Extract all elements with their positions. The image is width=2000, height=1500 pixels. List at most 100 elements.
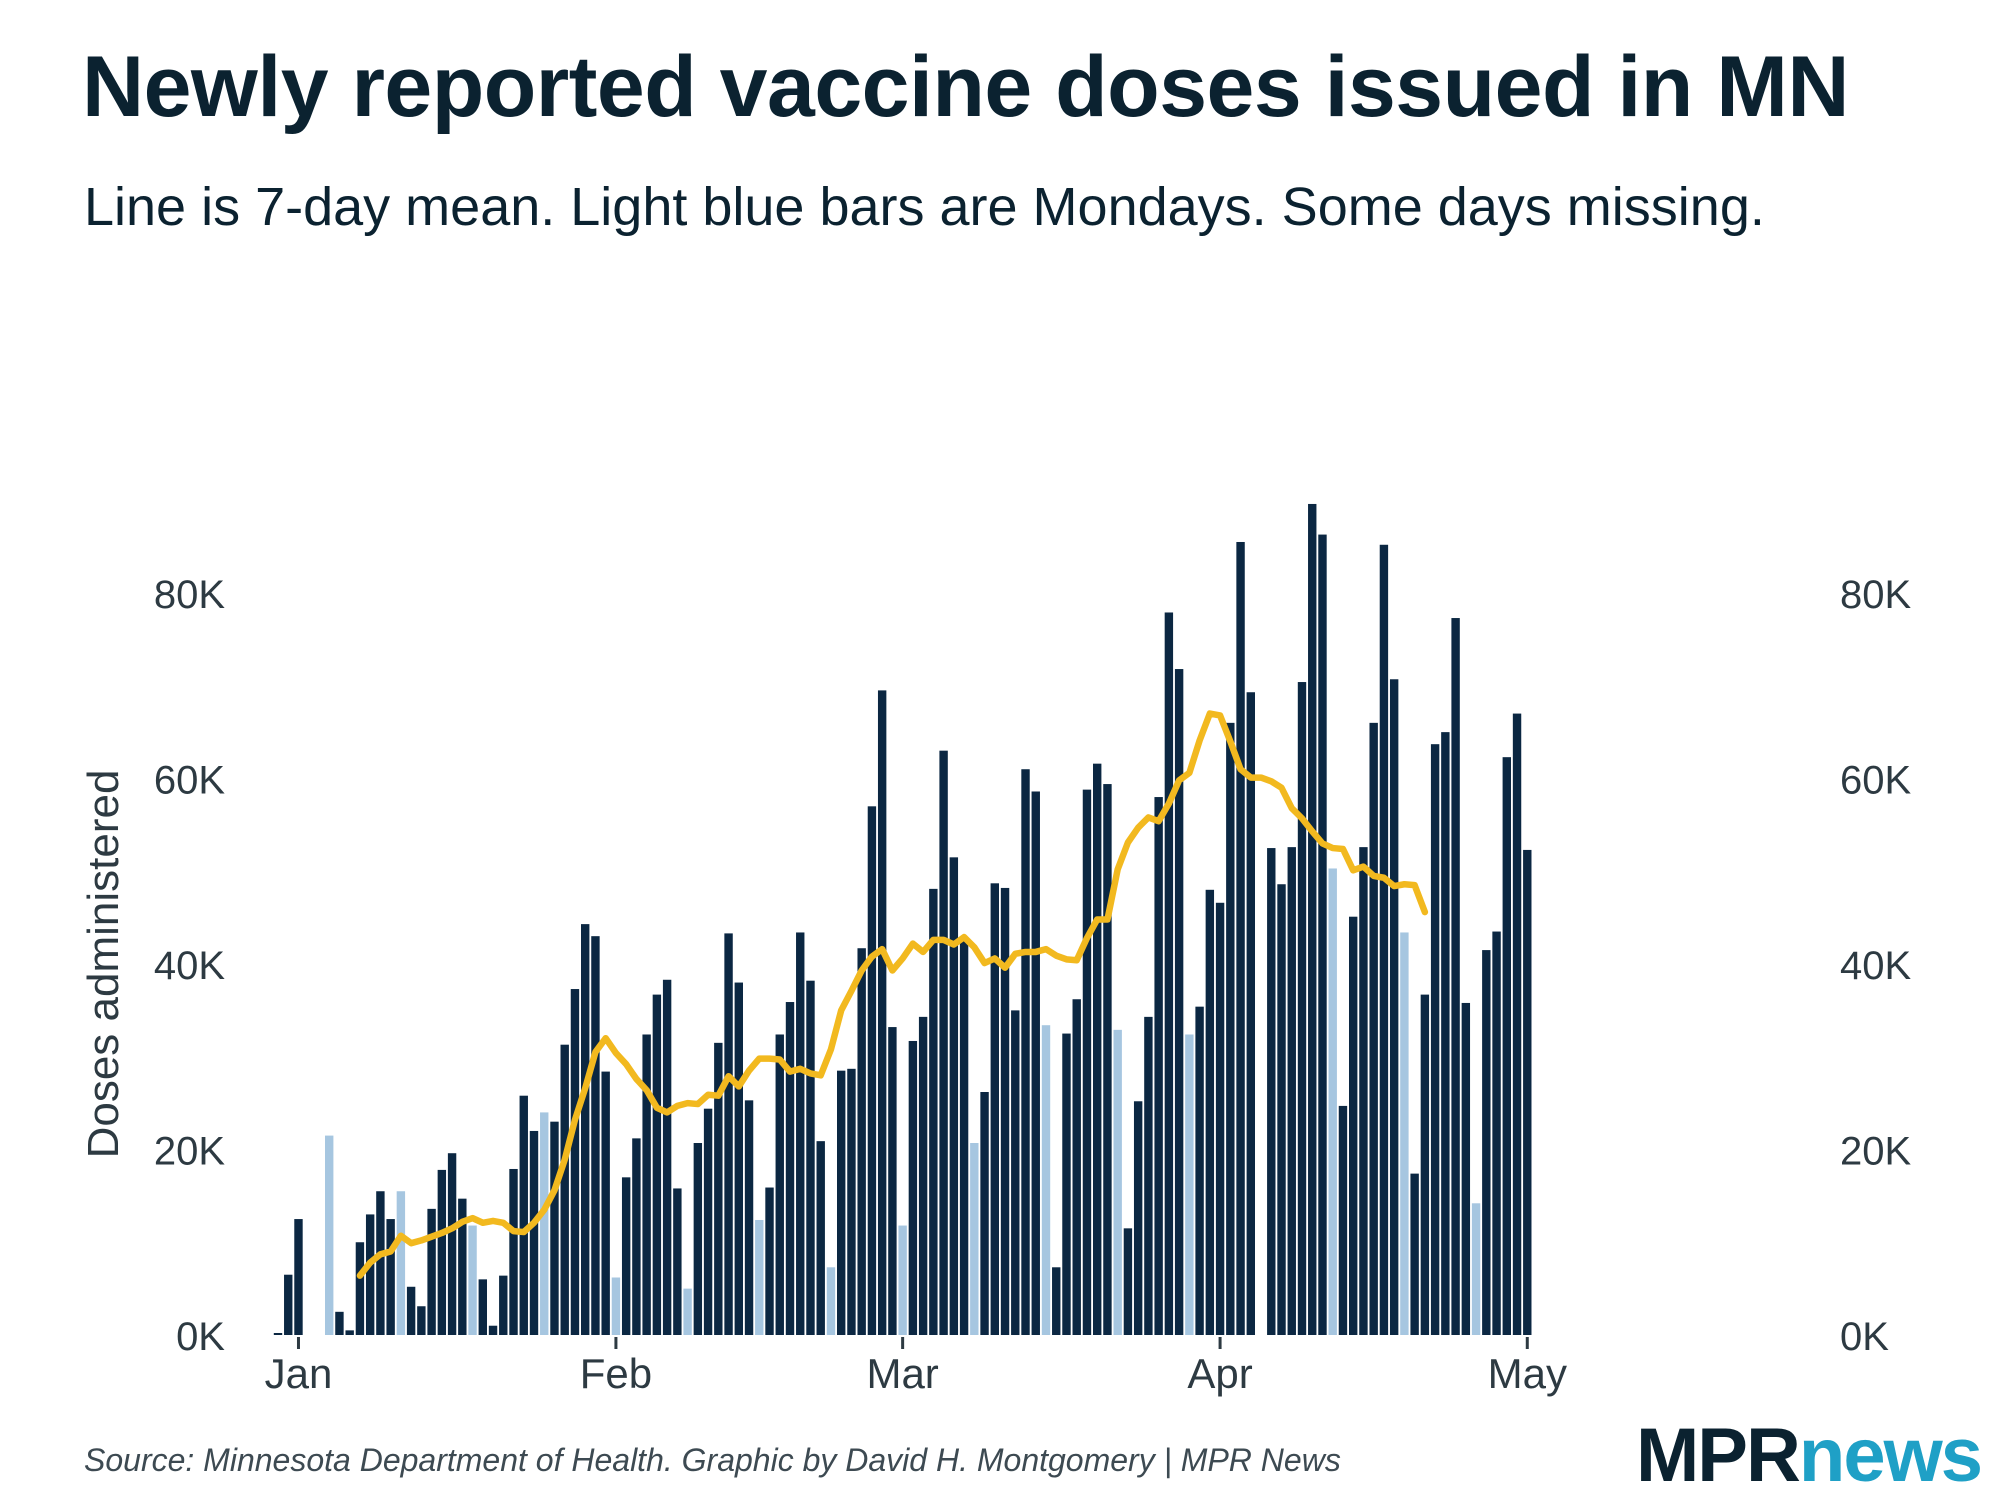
bar-day [591,936,600,1335]
bar-day [662,979,672,1335]
xtick-label: Apr [1187,1350,1252,1397]
bar-day [1205,889,1215,1335]
bar-day [406,1286,416,1335]
mean-line [356,710,1429,1279]
bar-day [1369,722,1378,1335]
ytick-left-label: 40K [154,944,225,988]
bar-day [1052,1267,1061,1335]
bar-day [1523,849,1532,1335]
bar-day [693,1143,703,1335]
xtick-label: Jan [265,1350,333,1397]
bar-day [1103,784,1112,1335]
bar-day [847,1068,856,1335]
bar-day [1277,884,1286,1335]
bar-day [1482,950,1491,1335]
bar-monday [1041,1025,1051,1335]
bar-monday [468,1225,477,1335]
bar-day [652,994,662,1335]
ytick-left-label: 60K [154,759,225,803]
bar-monday [325,1135,334,1335]
bar-day [519,1095,528,1335]
bar-day [673,1188,682,1335]
bar-day [1338,1105,1348,1335]
bar-monday [1400,932,1409,1335]
bar-day [1174,669,1184,1335]
bar-day [427,1208,436,1335]
bar-day [724,933,733,1335]
bar-day [642,1034,651,1335]
bar-monday [1185,1034,1194,1335]
bar-day [284,1274,293,1335]
bar-monday [1113,1029,1122,1335]
ytick-right-label: 0K [1840,1315,1889,1359]
chart-title: Newly reported vaccine doses issued in M… [82,39,1849,135]
bar-day [1093,763,1102,1335]
bar-day [1461,1002,1471,1335]
bar-day [980,1092,989,1335]
bar-monday [1328,868,1337,1335]
bar-day [1308,503,1317,1335]
bar-day [806,980,815,1335]
bar-monday [970,1143,979,1335]
bar-day [1451,618,1460,1335]
bar-day [458,1198,467,1335]
bar-monday [826,1267,836,1335]
bar-day [1267,848,1276,1335]
bar-day [560,1044,569,1335]
logo-news: news [1798,1413,1983,1498]
bar-day [335,1311,344,1335]
xtick-label: Feb [580,1350,652,1397]
ytick-right-label: 80K [1840,573,1911,617]
bar-day [1021,769,1030,1335]
bar-day [1389,679,1399,1335]
bar-day [601,1071,610,1335]
bar-monday [1471,1203,1481,1335]
bar-day [1512,713,1522,1335]
ytick-left-label: 20K [154,1130,225,1174]
bar-day [550,1121,559,1335]
bar-day [376,1191,385,1335]
bar-day [785,1002,795,1335]
bar-day [1441,732,1450,1336]
bar-monday [898,1225,907,1335]
logo-mpr: MPR [1636,1413,1801,1498]
bar-day [796,932,805,1335]
bar-day [621,1177,631,1336]
bar-day [1133,1101,1143,1335]
bar-day [1318,534,1327,1335]
bar-monday [683,1288,692,1336]
bar-day [775,1034,784,1335]
bar-day [294,1219,303,1335]
bar-day [1287,847,1296,1335]
bar-day [273,1333,283,1335]
bar-day [1000,887,1010,1335]
bar-day [478,1279,487,1335]
bar-day [1072,999,1081,1335]
bar-monday [396,1191,406,1335]
xtick-label: May [1488,1350,1567,1397]
bar-day [765,1187,774,1335]
bar-day [949,857,959,1335]
bar-day [929,888,938,1335]
bar-day [1420,994,1430,1335]
bar-day [1082,789,1092,1335]
xtick-label: Mar [866,1350,938,1397]
bar-day [437,1169,447,1335]
chart-subtitle: Line is 7-day mean. Light blue bars are … [84,177,1765,237]
bar-day [990,883,999,1335]
bar-day [1195,1006,1204,1335]
ytick-right-label: 40K [1840,944,1911,988]
bar-day [632,1138,641,1335]
bar-day [345,1330,354,1335]
ytick-right-label: 60K [1840,759,1911,803]
axis-layer: 0K 0K 20K 20K 40K 40K 60K 60K 80K 80K Doses admini… [79,573,1911,1397]
bar-day [1502,757,1511,1335]
bar-day [1062,1033,1071,1335]
bar-day [386,1219,395,1335]
bar-day [714,1042,723,1335]
bar-day [570,989,580,1335]
bar-day [877,690,887,1335]
bar-day [734,982,743,1335]
bar-day [1011,1010,1020,1336]
bar-day [1410,1173,1419,1335]
